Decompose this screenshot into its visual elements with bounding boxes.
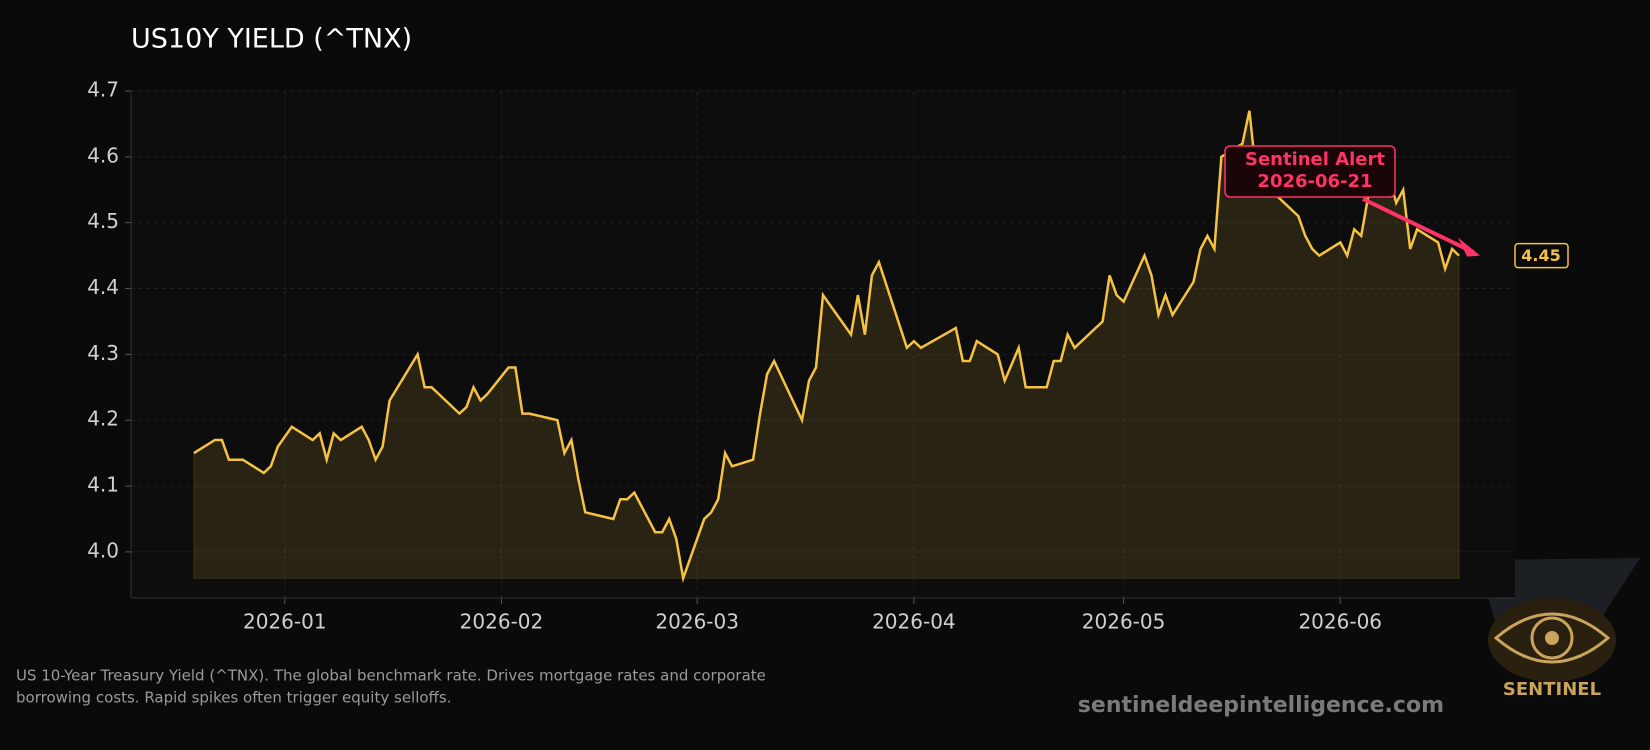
caption: borrowing costs. Rapid spikes often trig… xyxy=(16,689,451,707)
x-tick-label: 2026-04 xyxy=(872,610,956,634)
chart-title: US10Y YIELD (^TNX) xyxy=(131,24,412,55)
y-tick-label: 4.1 xyxy=(87,473,119,497)
watermark: sentineldeepintelligence.com xyxy=(1078,693,1444,718)
x-tick-label: 2026-01 xyxy=(243,610,327,634)
y-tick-label: 4.3 xyxy=(87,341,119,365)
end-label: 4.45 xyxy=(1521,246,1560,265)
arrow-head xyxy=(1458,237,1481,257)
y-tick-label: 4.6 xyxy=(87,143,119,167)
logo-iris xyxy=(1530,616,1574,660)
caption: US 10-Year Treasury Yield (^TNX). The gl… xyxy=(16,667,766,685)
y-tick-label: 4.5 xyxy=(87,209,119,233)
y-tick-label: 4.2 xyxy=(87,407,119,431)
end-label-box xyxy=(1514,242,1569,269)
logo: SENTINEL xyxy=(1478,558,1640,700)
logo-text: SENTINEL xyxy=(1503,679,1601,700)
logo-eye xyxy=(1493,612,1611,664)
x-tick-label: 2026-05 xyxy=(1082,610,1166,634)
logo-pupil xyxy=(1545,631,1559,645)
annotation-text: Sentinel Alert xyxy=(1245,149,1385,170)
x-tick-label: 2026-06 xyxy=(1298,610,1382,634)
x-tick-label: 2026-02 xyxy=(460,610,544,634)
annotation-arrow xyxy=(1362,197,1475,255)
y-tick-label: 4.0 xyxy=(87,538,119,562)
annotation-text: 2026-06-21 xyxy=(1257,171,1372,192)
y-tick-label: 4.4 xyxy=(87,275,119,299)
annotation-box xyxy=(1224,145,1396,198)
y-tick-label: 4.7 xyxy=(87,78,119,102)
x-tick-label: 2026-03 xyxy=(655,610,739,634)
